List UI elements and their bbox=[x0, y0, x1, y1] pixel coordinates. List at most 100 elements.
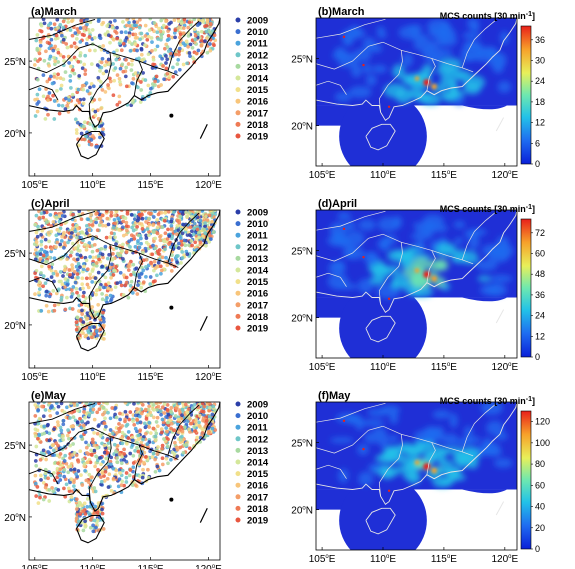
scatter-point bbox=[62, 486, 66, 491]
scatter-point bbox=[91, 255, 96, 260]
scatter-point bbox=[151, 451, 156, 456]
scatter-point bbox=[169, 20, 173, 25]
scatter-point bbox=[180, 434, 184, 439]
intensity-blob bbox=[428, 53, 439, 64]
scatter-point bbox=[100, 511, 105, 516]
scatter-point bbox=[72, 484, 76, 488]
scatter-point bbox=[63, 267, 67, 272]
scatter-point bbox=[104, 465, 109, 470]
scatter-point bbox=[138, 100, 143, 104]
scatter-point bbox=[69, 467, 73, 472]
scatter-point bbox=[106, 83, 110, 87]
scatter-point bbox=[41, 414, 46, 419]
y-tick-label: 20oN bbox=[4, 513, 26, 524]
heatmap-panel: 105oE 110oE 115oE 120oE 20oN 25oN (f)May 0 20 40 6… bbox=[291, 390, 550, 565]
scatter-point bbox=[63, 277, 68, 281]
scatter-point bbox=[33, 459, 38, 463]
scatter-point bbox=[76, 459, 81, 464]
scatter-point bbox=[80, 66, 85, 71]
scatter-point bbox=[114, 242, 118, 246]
scatter-point bbox=[78, 512, 83, 516]
scatter-point bbox=[57, 279, 62, 284]
scatter-point bbox=[79, 18, 84, 23]
scatter-point bbox=[69, 235, 73, 239]
scatter-point bbox=[72, 257, 76, 262]
x-tick-label: 105oE bbox=[21, 564, 48, 569]
scatter-point bbox=[35, 33, 40, 37]
scatter-point bbox=[124, 275, 129, 280]
heatmap-panel: 105oE 110oE 115oE 120oE 20oN 25oN (d)April 0 12 2… bbox=[291, 198, 545, 373]
scatter-point bbox=[56, 25, 60, 30]
colorbar-tick-label: 12 bbox=[535, 331, 545, 341]
scatter-point bbox=[141, 467, 145, 472]
scatter-point bbox=[135, 292, 140, 296]
scatter-point bbox=[53, 44, 58, 49]
scatter-point bbox=[114, 449, 118, 453]
scatter-point bbox=[66, 240, 70, 245]
scatter-point bbox=[211, 404, 216, 409]
scatter-point bbox=[46, 230, 51, 235]
scatter-point bbox=[77, 74, 82, 78]
scatter-point bbox=[91, 529, 96, 534]
scatter-point bbox=[39, 29, 44, 34]
scatter-point bbox=[116, 216, 121, 221]
scatter-point bbox=[70, 263, 74, 267]
scatter-point bbox=[128, 27, 133, 32]
scatter-point bbox=[109, 488, 114, 493]
scatter-point bbox=[124, 424, 129, 428]
scatter-point bbox=[193, 240, 198, 245]
scatter-point bbox=[110, 25, 115, 30]
scatter-point bbox=[83, 468, 87, 473]
colorbar-tick-label: 0 bbox=[535, 352, 540, 362]
scatter-point bbox=[197, 413, 202, 418]
scatter-point bbox=[137, 56, 141, 61]
scatter-point bbox=[205, 218, 210, 222]
scatter-point bbox=[105, 30, 110, 34]
scatter-point bbox=[176, 430, 181, 435]
scatter-point bbox=[125, 441, 129, 446]
scatter-point bbox=[74, 453, 79, 458]
scatter-point bbox=[56, 50, 61, 55]
scatter-point bbox=[195, 227, 200, 232]
scatter-point bbox=[127, 34, 132, 38]
scatter-point bbox=[82, 33, 86, 38]
scatter-point bbox=[169, 421, 174, 426]
colorbar-tick-label: 48 bbox=[535, 269, 545, 279]
scatter-point bbox=[140, 216, 145, 221]
scatter-point bbox=[73, 246, 78, 250]
scatter-point bbox=[174, 406, 179, 411]
scatter-point bbox=[45, 423, 50, 428]
scatter-point bbox=[70, 241, 75, 246]
scatter-point bbox=[133, 426, 138, 431]
legend-marker bbox=[235, 290, 241, 296]
scatter-point bbox=[113, 221, 117, 226]
province-border bbox=[167, 20, 200, 72]
scatter-point bbox=[154, 420, 159, 424]
scatter-point bbox=[95, 510, 100, 515]
scatter-point bbox=[102, 443, 107, 448]
scatter-point bbox=[51, 220, 56, 224]
scatter-point bbox=[171, 210, 176, 215]
scatter-point bbox=[81, 528, 86, 533]
scatter-point bbox=[112, 78, 117, 83]
scatter-point bbox=[87, 228, 92, 233]
scatter-point bbox=[54, 402, 59, 405]
scatter-point bbox=[101, 310, 105, 315]
scatter-point bbox=[193, 420, 198, 424]
scatter-point bbox=[33, 434, 38, 438]
scatter-point bbox=[34, 38, 39, 43]
scatter-point bbox=[55, 240, 60, 245]
island-outline bbox=[75, 514, 105, 544]
hotspot bbox=[431, 275, 438, 282]
scatter-point bbox=[88, 276, 93, 280]
scatter-point bbox=[98, 69, 102, 73]
legend-label: 2015 bbox=[247, 85, 269, 96]
scatter-point bbox=[182, 18, 187, 22]
scatter-point bbox=[121, 293, 126, 297]
scatter-point bbox=[102, 421, 107, 425]
radar-circle bbox=[339, 92, 427, 166]
scatter-point bbox=[164, 25, 169, 30]
scatter-point bbox=[75, 290, 79, 295]
scatter-point bbox=[74, 472, 78, 476]
scatter-point bbox=[118, 270, 123, 275]
